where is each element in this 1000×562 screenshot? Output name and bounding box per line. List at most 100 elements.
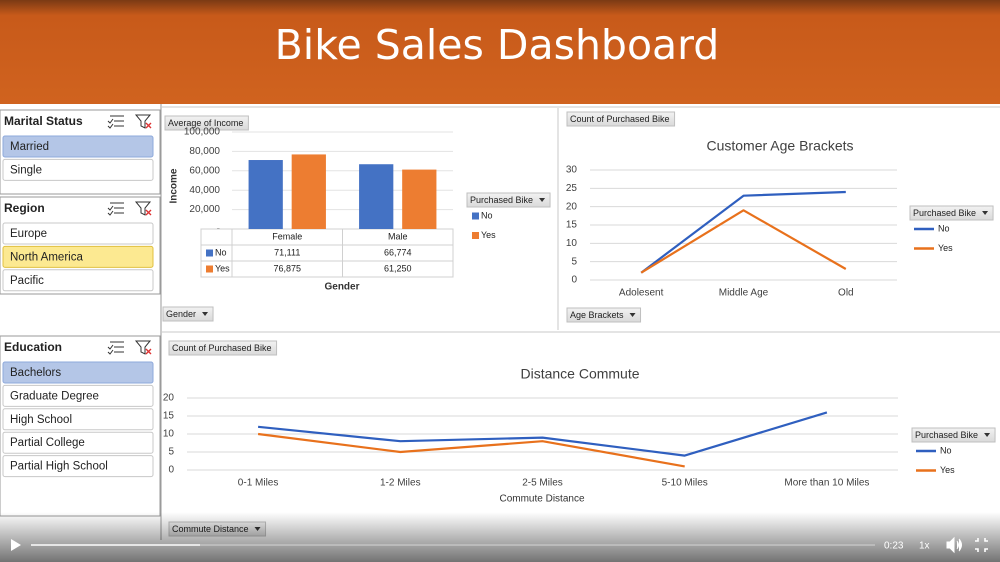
field-button-label[interactable]: Average of Income [168, 118, 243, 128]
dropdown-arrow [982, 211, 989, 215]
field-button[interactable] [164, 115, 249, 131]
slicer-item[interactable] [2, 269, 154, 292]
chart: Average of Income Gender Purchased Bike Gen… [162, 115, 551, 322]
y-tick-label: 5 [571, 256, 577, 267]
chart: Count of Purchased Bike Commute Distance P… [163, 340, 996, 537]
y-tick-label: 100,000 [184, 127, 221, 138]
slicer-title: Region [4, 201, 45, 215]
y-tick-label: 20,000 [189, 204, 220, 215]
field-button[interactable] [466, 192, 551, 208]
x-tick-label: Male [388, 231, 408, 241]
slicer-item[interactable] [2, 135, 154, 158]
slicer-item-label[interactable]: Partial High School [10, 461, 108, 473]
slicer-item[interactable] [2, 455, 154, 478]
field-button-label[interactable]: Purchased Bike [470, 195, 533, 205]
y-tick-label: 20 [566, 201, 578, 212]
dropdown-arrow [202, 312, 209, 316]
series-line [257, 432, 685, 468]
dashboard-title: Bike Sales Dashboard [275, 21, 720, 69]
field-button[interactable] [909, 205, 994, 221]
slicer-item-label[interactable]: Europe [10, 228, 47, 240]
current-time: 0:23 [884, 541, 904, 552]
playback-speed[interactable]: 1x [919, 541, 930, 552]
slicer-item[interactable] [2, 431, 154, 454]
field-button[interactable] [566, 111, 676, 127]
slicer-item[interactable] [2, 361, 154, 384]
multi-select-icon[interactable] [107, 341, 124, 355]
field-button-label[interactable]: Purchased Bike [915, 430, 978, 440]
table-value: 76,875 [273, 263, 301, 273]
field-button-label[interactable]: Gender [166, 309, 196, 319]
chart-title: Customer Age Brackets [706, 138, 853, 154]
x-tick-label: 0-1 Miles [238, 478, 279, 489]
slicer-title: Marital Status [4, 114, 83, 128]
x-axis-label: Commute Distance [499, 494, 584, 505]
data-table [200, 228, 454, 278]
clear-filter-icon[interactable] [134, 340, 152, 355]
y-tick-label: 5 [168, 447, 174, 458]
y-tick-label: 25 [566, 183, 578, 194]
legend-label: No [481, 210, 493, 220]
x-tick-label: Old [838, 288, 854, 299]
field-button[interactable] [162, 306, 214, 322]
field-button-label[interactable]: Age Brackets [570, 310, 624, 320]
slicer-item[interactable] [2, 222, 154, 245]
series-line [640, 190, 846, 274]
legend-key [472, 232, 479, 239]
slicer-item-label[interactable]: North America [10, 251, 83, 263]
slicer-item-label[interactable]: Single [10, 164, 42, 176]
y-tick-label: 80,000 [189, 146, 220, 157]
x-tick-label: Middle Age [719, 288, 769, 299]
slicer-title: Education [4, 340, 62, 354]
volume-button[interactable] [946, 536, 962, 554]
clear-filter-x [145, 209, 152, 216]
legend-key [206, 249, 213, 257]
legend-key [206, 265, 213, 273]
slicer-item-label[interactable]: Married [10, 141, 49, 153]
multi-select-icon[interactable] [107, 202, 124, 216]
video-controls: 0:23 1x [0, 512, 1000, 562]
multi-select-icon[interactable] [107, 115, 124, 129]
slicer-item-label[interactable]: Bachelors [10, 367, 61, 379]
y-tick-label: 10 [163, 429, 175, 440]
bar [248, 160, 283, 229]
slicer-item[interactable] [2, 158, 154, 181]
series-line [257, 411, 828, 457]
field-button[interactable] [168, 340, 278, 356]
legend-label: Yes [940, 465, 955, 475]
legend-label: No [938, 223, 950, 233]
slicer-item[interactable] [2, 245, 154, 268]
slicer-item-label[interactable]: High School [10, 414, 72, 426]
slicer: Region Europe North America Pacific [0, 196, 161, 295]
field-button-label[interactable]: Count of Purchased Bike [570, 114, 670, 124]
field-button[interactable] [566, 307, 642, 323]
dropdown-arrow [539, 198, 546, 202]
bar [402, 169, 437, 229]
clear-filter-icon[interactable] [134, 201, 152, 216]
field-button[interactable] [911, 427, 996, 443]
table-value: 61,250 [384, 263, 412, 273]
bar [359, 164, 394, 229]
dropdown-arrow [629, 313, 636, 317]
chart-title: Distance Commute [520, 366, 639, 382]
dropdown-arrow [984, 433, 991, 437]
fullscreen-button[interactable] [975, 538, 988, 552]
table-series-label: Yes [215, 263, 230, 273]
y-tick-label: 40,000 [189, 185, 220, 196]
slicer-item-label[interactable]: Graduate Degree [10, 390, 99, 402]
y-tick-label: 0 [571, 275, 577, 286]
x-tick-label: 5-10 Miles [662, 478, 708, 489]
slicer-item-label[interactable]: Partial College [10, 437, 85, 449]
table-value: 71,111 [274, 247, 300, 257]
x-tick-label: 2-5 Miles [522, 478, 563, 489]
clear-filter-icon[interactable] [134, 114, 152, 129]
slicer-item[interactable] [2, 384, 154, 407]
field-button-label[interactable]: Count of Purchased Bike [172, 343, 272, 353]
slicer-item-label[interactable]: Pacific [10, 275, 44, 287]
y-tick-label: 15 [163, 411, 175, 422]
field-button-label[interactable]: Purchased Bike [913, 208, 976, 218]
slicer-item[interactable] [2, 408, 154, 431]
header-band [0, 0, 1000, 104]
play-button[interactable] [11, 539, 21, 551]
